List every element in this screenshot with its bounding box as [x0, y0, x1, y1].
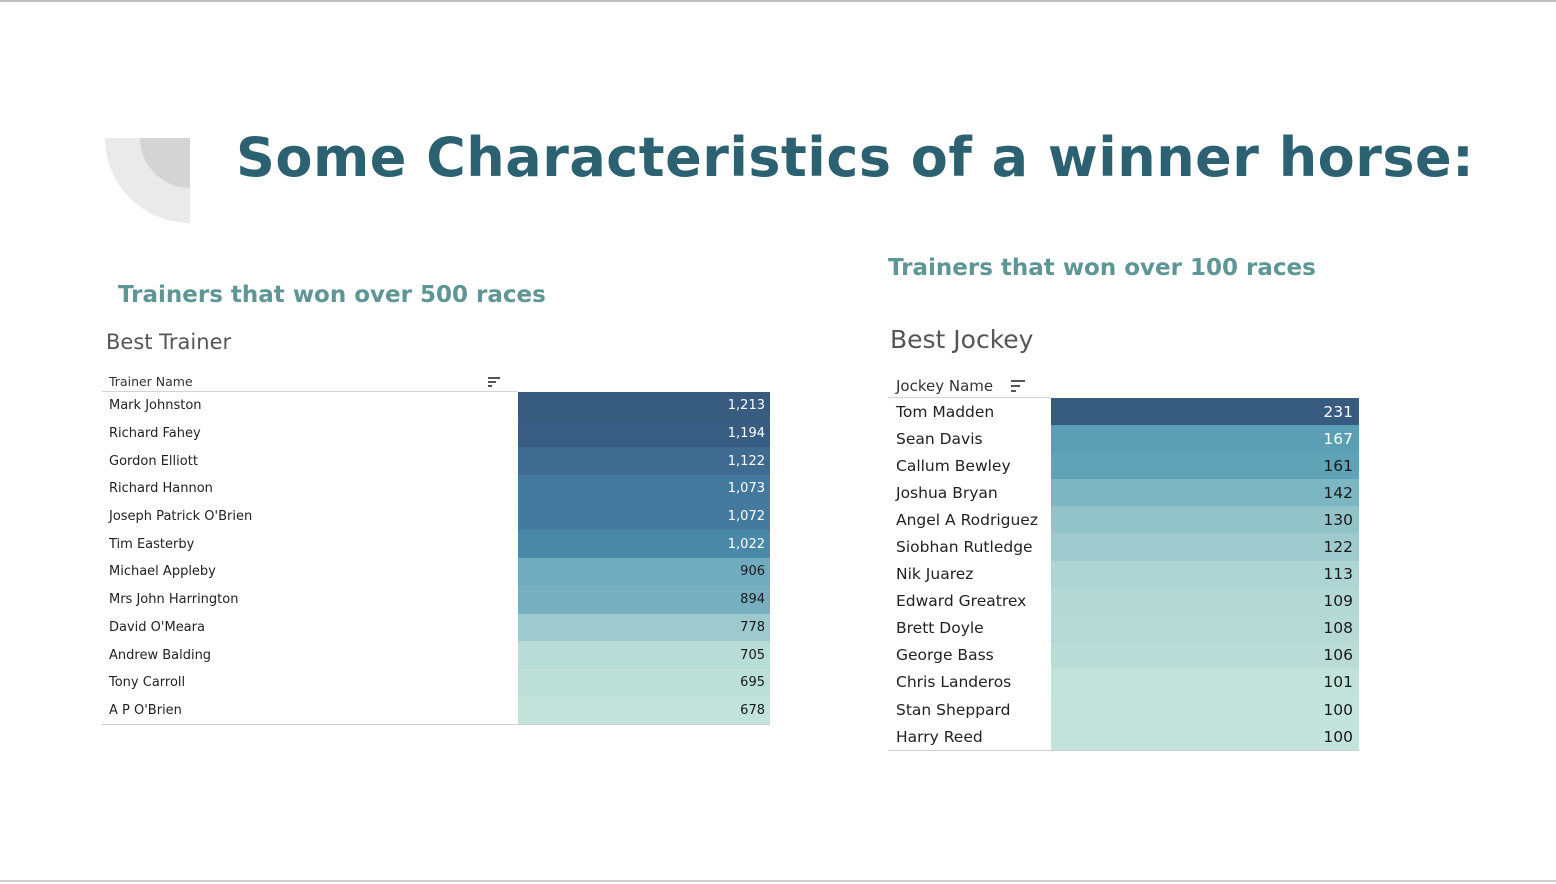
trainer-row: Mark Johnston 1,213 [102, 392, 770, 420]
jockey-row: Siobhan Rutledge 122 [888, 533, 1359, 561]
trainer-row: Mrs John Harrington 894 [102, 585, 770, 614]
right-subtitle: Trainers that won over 100 races [888, 255, 1316, 281]
name-cell: Chris Landeros [896, 673, 1012, 692]
wins-value-cell: 122 [1051, 533, 1359, 561]
trainer-name-header-label: Trainer Name [109, 374, 193, 389]
name-cell: Edward Greatrex [896, 592, 1027, 611]
wins-value-cell: 161 [1051, 452, 1359, 480]
wins-value-cell: 100 [1051, 723, 1359, 751]
wins-value-cell: 1,073 [518, 475, 770, 503]
trainer-row: Andrew Balding 705 [102, 641, 770, 669]
jockey-name-header-label: Jockey Name [896, 376, 994, 395]
wins-value-cell: 778 [518, 613, 770, 642]
jockey-row: Sean Davis 167 [888, 425, 1359, 453]
jockey-table: Tom Madden 231 Sean Davis 167 Callum Bewley 1… [888, 398, 1359, 752]
jockey-row: Callum Bewley 161 [888, 452, 1359, 480]
name-cell: Brett Doyle [896, 619, 984, 638]
jockey-row: Tom Madden 231 [888, 398, 1359, 426]
name-cell: Joshua Bryan [896, 483, 998, 502]
wins-value-cell: 1,213 [518, 392, 770, 420]
trainer-table: Mark Johnston 1,213 Richard Fahey 1,194 Gord… [102, 392, 770, 726]
trainer-row: Joseph Patrick O'Brien 1,072 [102, 502, 770, 531]
trainer-row: David O'Meara 778 [102, 613, 770, 642]
wins-value-cell: 100 [1051, 696, 1359, 724]
left-subtitle: Trainers that won over 500 races [118, 282, 546, 308]
wins-value-cell: 142 [1051, 479, 1359, 507]
jockey-row: Edward Greatrex 109 [888, 587, 1359, 615]
name-cell: Tony Carroll [109, 675, 186, 691]
jockey-row: Angel A Rodriguez 130 [888, 506, 1359, 534]
name-cell: Harry Reed [896, 727, 983, 746]
wins-value-cell: 167 [1051, 425, 1359, 453]
name-cell: A P O'Brien [109, 702, 182, 718]
wins-value-cell: 1,122 [518, 447, 770, 476]
name-cell: Richard Hannon [109, 481, 213, 497]
trainer-row: Tony Carroll 695 [102, 668, 770, 697]
wins-value-cell: 106 [1051, 641, 1359, 669]
trainer-row: Michael Appleby 906 [102, 558, 770, 586]
name-cell: George Bass [896, 646, 994, 665]
wins-value-cell: 678 [518, 696, 770, 725]
wins-value-cell: 705 [518, 641, 770, 669]
bottom-divider [0, 880, 1556, 882]
wins-value-cell: 695 [518, 668, 770, 697]
name-cell: Mrs John Harrington [109, 592, 239, 608]
best-jockey-sheet-title: Best Jockey [890, 325, 1034, 354]
sort-icon[interactable] [488, 376, 502, 388]
name-cell: Mark Johnston [109, 398, 202, 414]
jockey-row: Stan Sheppard 100 [888, 696, 1359, 724]
wins-value-cell: 906 [518, 558, 770, 586]
trainer-row: Tim Easterby 1,022 [102, 530, 770, 559]
top-divider [0, 0, 1556, 2]
name-cell: Tom Madden [896, 402, 995, 421]
trainer-row: Gordon Elliott 1,122 [102, 447, 770, 476]
wins-value-cell: 231 [1051, 398, 1359, 426]
wins-value-cell: 101 [1051, 668, 1359, 697]
sort-icon[interactable] [1011, 379, 1027, 393]
slide-title: Some Characteristics of a winner horse: [236, 126, 1475, 189]
name-cell: Gordon Elliott [109, 453, 198, 469]
name-cell: Siobhan Rutledge [896, 538, 1033, 557]
wins-value-cell: 109 [1051, 587, 1359, 615]
wins-value-cell: 894 [518, 585, 770, 614]
best-trainer-sheet-title: Best Trainer [106, 330, 232, 354]
name-cell: Nik Juarez [896, 565, 974, 584]
jockey-row: Chris Landeros 101 [888, 668, 1359, 697]
name-cell: David O'Meara [109, 619, 205, 635]
name-cell: Andrew Balding [109, 647, 212, 663]
wins-value-cell: 1,194 [518, 419, 770, 448]
wins-value-cell: 1,072 [518, 502, 770, 531]
jockey-row: Joshua Bryan 142 [888, 479, 1359, 507]
name-cell: Joseph Patrick O'Brien [109, 509, 253, 525]
wins-value-cell: 108 [1051, 614, 1359, 642]
trainer-row: A P O'Brien 678 [102, 696, 770, 725]
trainer-row: Richard Fahey 1,194 [102, 419, 770, 448]
jockey-row: Harry Reed 100 [888, 723, 1359, 751]
jockey-name-column-header: Jockey Name [888, 374, 1051, 398]
decorative-quarter-circle [105, 138, 190, 223]
jockey-row: Nik Juarez 113 [888, 560, 1359, 588]
wins-value-cell: 1,022 [518, 530, 770, 559]
name-cell: Sean Davis [896, 429, 983, 448]
wins-value-cell: 130 [1051, 506, 1359, 534]
trainer-row: Richard Hannon 1,073 [102, 475, 770, 503]
trainer-name-column-header: Trainer Name [102, 372, 518, 392]
name-cell: Tim Easterby [109, 536, 195, 552]
name-cell: Michael Appleby [109, 564, 216, 580]
jockey-row: Brett Doyle 108 [888, 614, 1359, 642]
name-cell: Richard Fahey [109, 426, 201, 442]
name-cell: Stan Sheppard [896, 700, 1011, 719]
name-cell: Angel A Rodriguez [896, 510, 1038, 529]
jockey-row: George Bass 106 [888, 641, 1359, 669]
name-cell: Callum Bewley [896, 456, 1011, 475]
wins-value-cell: 113 [1051, 560, 1359, 588]
